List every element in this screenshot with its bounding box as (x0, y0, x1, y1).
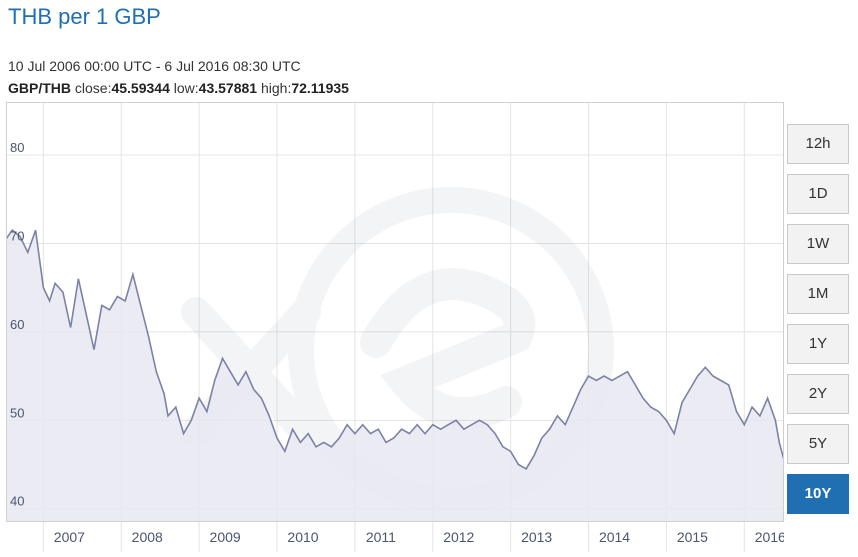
x-tick-label: 2011 (366, 529, 396, 545)
y-tick-label: 80 (10, 140, 24, 155)
date-range: 10 Jul 2006 00:00 UTC - 6 Jul 2016 08:30… (8, 58, 301, 74)
price-summary: GBP/THB close:45.59344 low:43.57881 high… (8, 80, 349, 96)
high-value: 72.11935 (291, 80, 349, 96)
chart-plot-area[interactable]: 40 50 60 70 80 (6, 102, 784, 522)
x-tick-label: 2014 (599, 529, 630, 545)
x-tick-label: 2012 (443, 529, 474, 545)
x-axis-labels: 2007 2008 2009 2010 2011 2012 2013 2014 2015 2016 (42, 522, 784, 552)
x-tick-label: 2010 (287, 529, 318, 545)
x-tick-label: 2013 (521, 529, 552, 545)
range-button-1m[interactable]: 1M (787, 274, 849, 314)
range-button-1d[interactable]: 1D (787, 174, 849, 214)
y-tick-label: 40 (10, 494, 24, 509)
x-tick-label: 2007 (54, 529, 85, 545)
y-tick-label: 50 (10, 405, 24, 420)
y-tick-label: 60 (10, 317, 24, 332)
y-axis-labels: 40 50 60 70 80 (10, 140, 24, 509)
range-selector: 12h 1D 1W 1M 1Y 2Y 5Y 10Y (787, 124, 849, 524)
plot-border (6, 102, 784, 522)
x-tick-label: 2016 (755, 529, 784, 545)
range-button-5y[interactable]: 5Y (787, 424, 849, 464)
x-tick-label: 2015 (677, 529, 708, 545)
range-button-1w[interactable]: 1W (787, 224, 849, 264)
rate-area-fill (6, 230, 784, 522)
range-button-12h[interactable]: 12h (787, 124, 849, 164)
x-tick-label: 2009 (210, 529, 241, 545)
high-label: high: (260, 80, 292, 96)
range-button-2y[interactable]: 2Y (787, 374, 849, 414)
low-value: 43.57881 (198, 80, 258, 96)
rate-line (6, 229, 784, 470)
range-button-1y[interactable]: 1Y (787, 324, 849, 364)
x-tick-label: 2008 (132, 529, 163, 545)
close-value: 45.59344 (111, 80, 170, 96)
chart-title: THB per 1 GBP (8, 4, 161, 29)
range-button-10y[interactable]: 10Y (787, 474, 849, 514)
close-label: close: (74, 80, 112, 96)
x-axis: 2007 2008 2009 2010 2011 2012 2013 2014 2015 2016 (42, 522, 784, 552)
low-label: low: (173, 80, 199, 96)
y-tick-label: 70 (10, 228, 24, 243)
currency-pair: GBP/THB (8, 80, 71, 96)
